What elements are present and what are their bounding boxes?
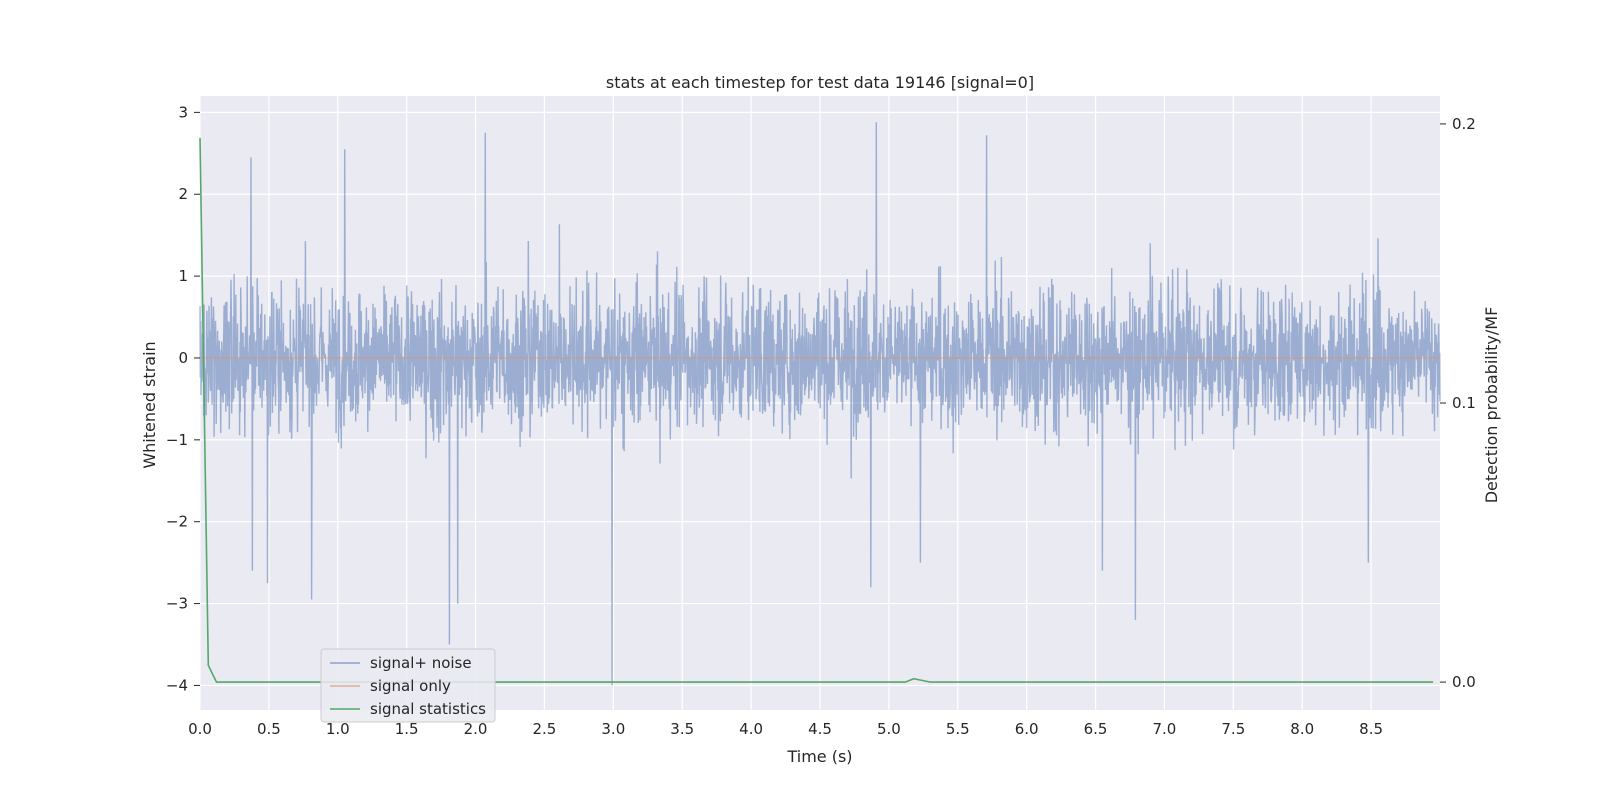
legend-box (320, 648, 496, 723)
x-axis-label: Time (s) (786, 747, 852, 766)
chart-title: stats at each timestep for test data 191… (606, 73, 1034, 92)
x-tick-label: 1.5 (395, 720, 419, 738)
x-tick-label: 2.0 (464, 720, 488, 738)
series-line-signal-statistics (199, 137, 1434, 683)
x-tick-label: 5.0 (877, 720, 901, 738)
legend-label-signal-plus-noise: signal+ noise (370, 654, 472, 672)
x-tick-label: 6.5 (1084, 720, 1108, 738)
data-layer (199, 122, 1441, 686)
y2-tick-label: 0.2 (1452, 115, 1476, 133)
y2-axis-label: Detection probability/MF (1482, 307, 1501, 504)
x-tick-label: 4.0 (739, 720, 763, 738)
x-tick-label: 7.0 (1153, 720, 1177, 738)
y2-tick-label: 0.0 (1452, 673, 1476, 691)
x-tick-label: 0.0 (188, 720, 212, 738)
y-tick-label: −1 (166, 431, 188, 449)
x-tick-label: 5.5 (946, 720, 970, 738)
y-tick-label: −2 (166, 513, 188, 531)
y-tick-label: 3 (178, 103, 188, 121)
x-tick-label: 6.0 (1015, 720, 1039, 738)
y-tick-label: 1 (178, 267, 188, 285)
y-tick-label: −4 (166, 676, 188, 694)
x-tick-label: 3.5 (670, 720, 694, 738)
y-tick-label: 2 (178, 185, 188, 203)
x-tick-label: 1.0 (326, 720, 350, 738)
y2-tick-label: 0.1 (1452, 394, 1476, 412)
x-tick-label: 7.5 (1221, 720, 1245, 738)
x-tick-label: 8.0 (1290, 720, 1314, 738)
x-tick-label: 4.5 (808, 720, 832, 738)
legend-label-signal-only: signal only (370, 677, 451, 695)
ticks: 0.0 0.5 1.0 1.5 2.0 2.5 3.0 3.5 4.0 4.5 5.0 5.5 6.0 6… (166, 103, 1476, 738)
series-line-signal-plus-noise (199, 122, 1441, 686)
y-tick-label: 0 (178, 349, 188, 367)
y-tick-label: −3 (166, 595, 188, 613)
x-tick-label: 3.0 (601, 720, 625, 738)
x-tick-label: 8.5 (1359, 720, 1383, 738)
y-axis-label: Whitened strain (140, 341, 159, 468)
x-tick-label: 0.5 (257, 720, 281, 738)
x-tick-label: 2.5 (533, 720, 557, 738)
legend-label-signal-statistics: signal statistics (370, 700, 486, 718)
legend: signal+ noise signal only signal statist… (320, 648, 496, 723)
